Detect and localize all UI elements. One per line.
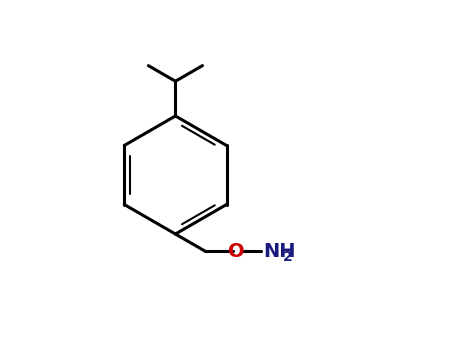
Text: 2: 2 — [283, 250, 293, 264]
Text: NH: NH — [263, 242, 295, 261]
Text: O: O — [228, 242, 245, 261]
